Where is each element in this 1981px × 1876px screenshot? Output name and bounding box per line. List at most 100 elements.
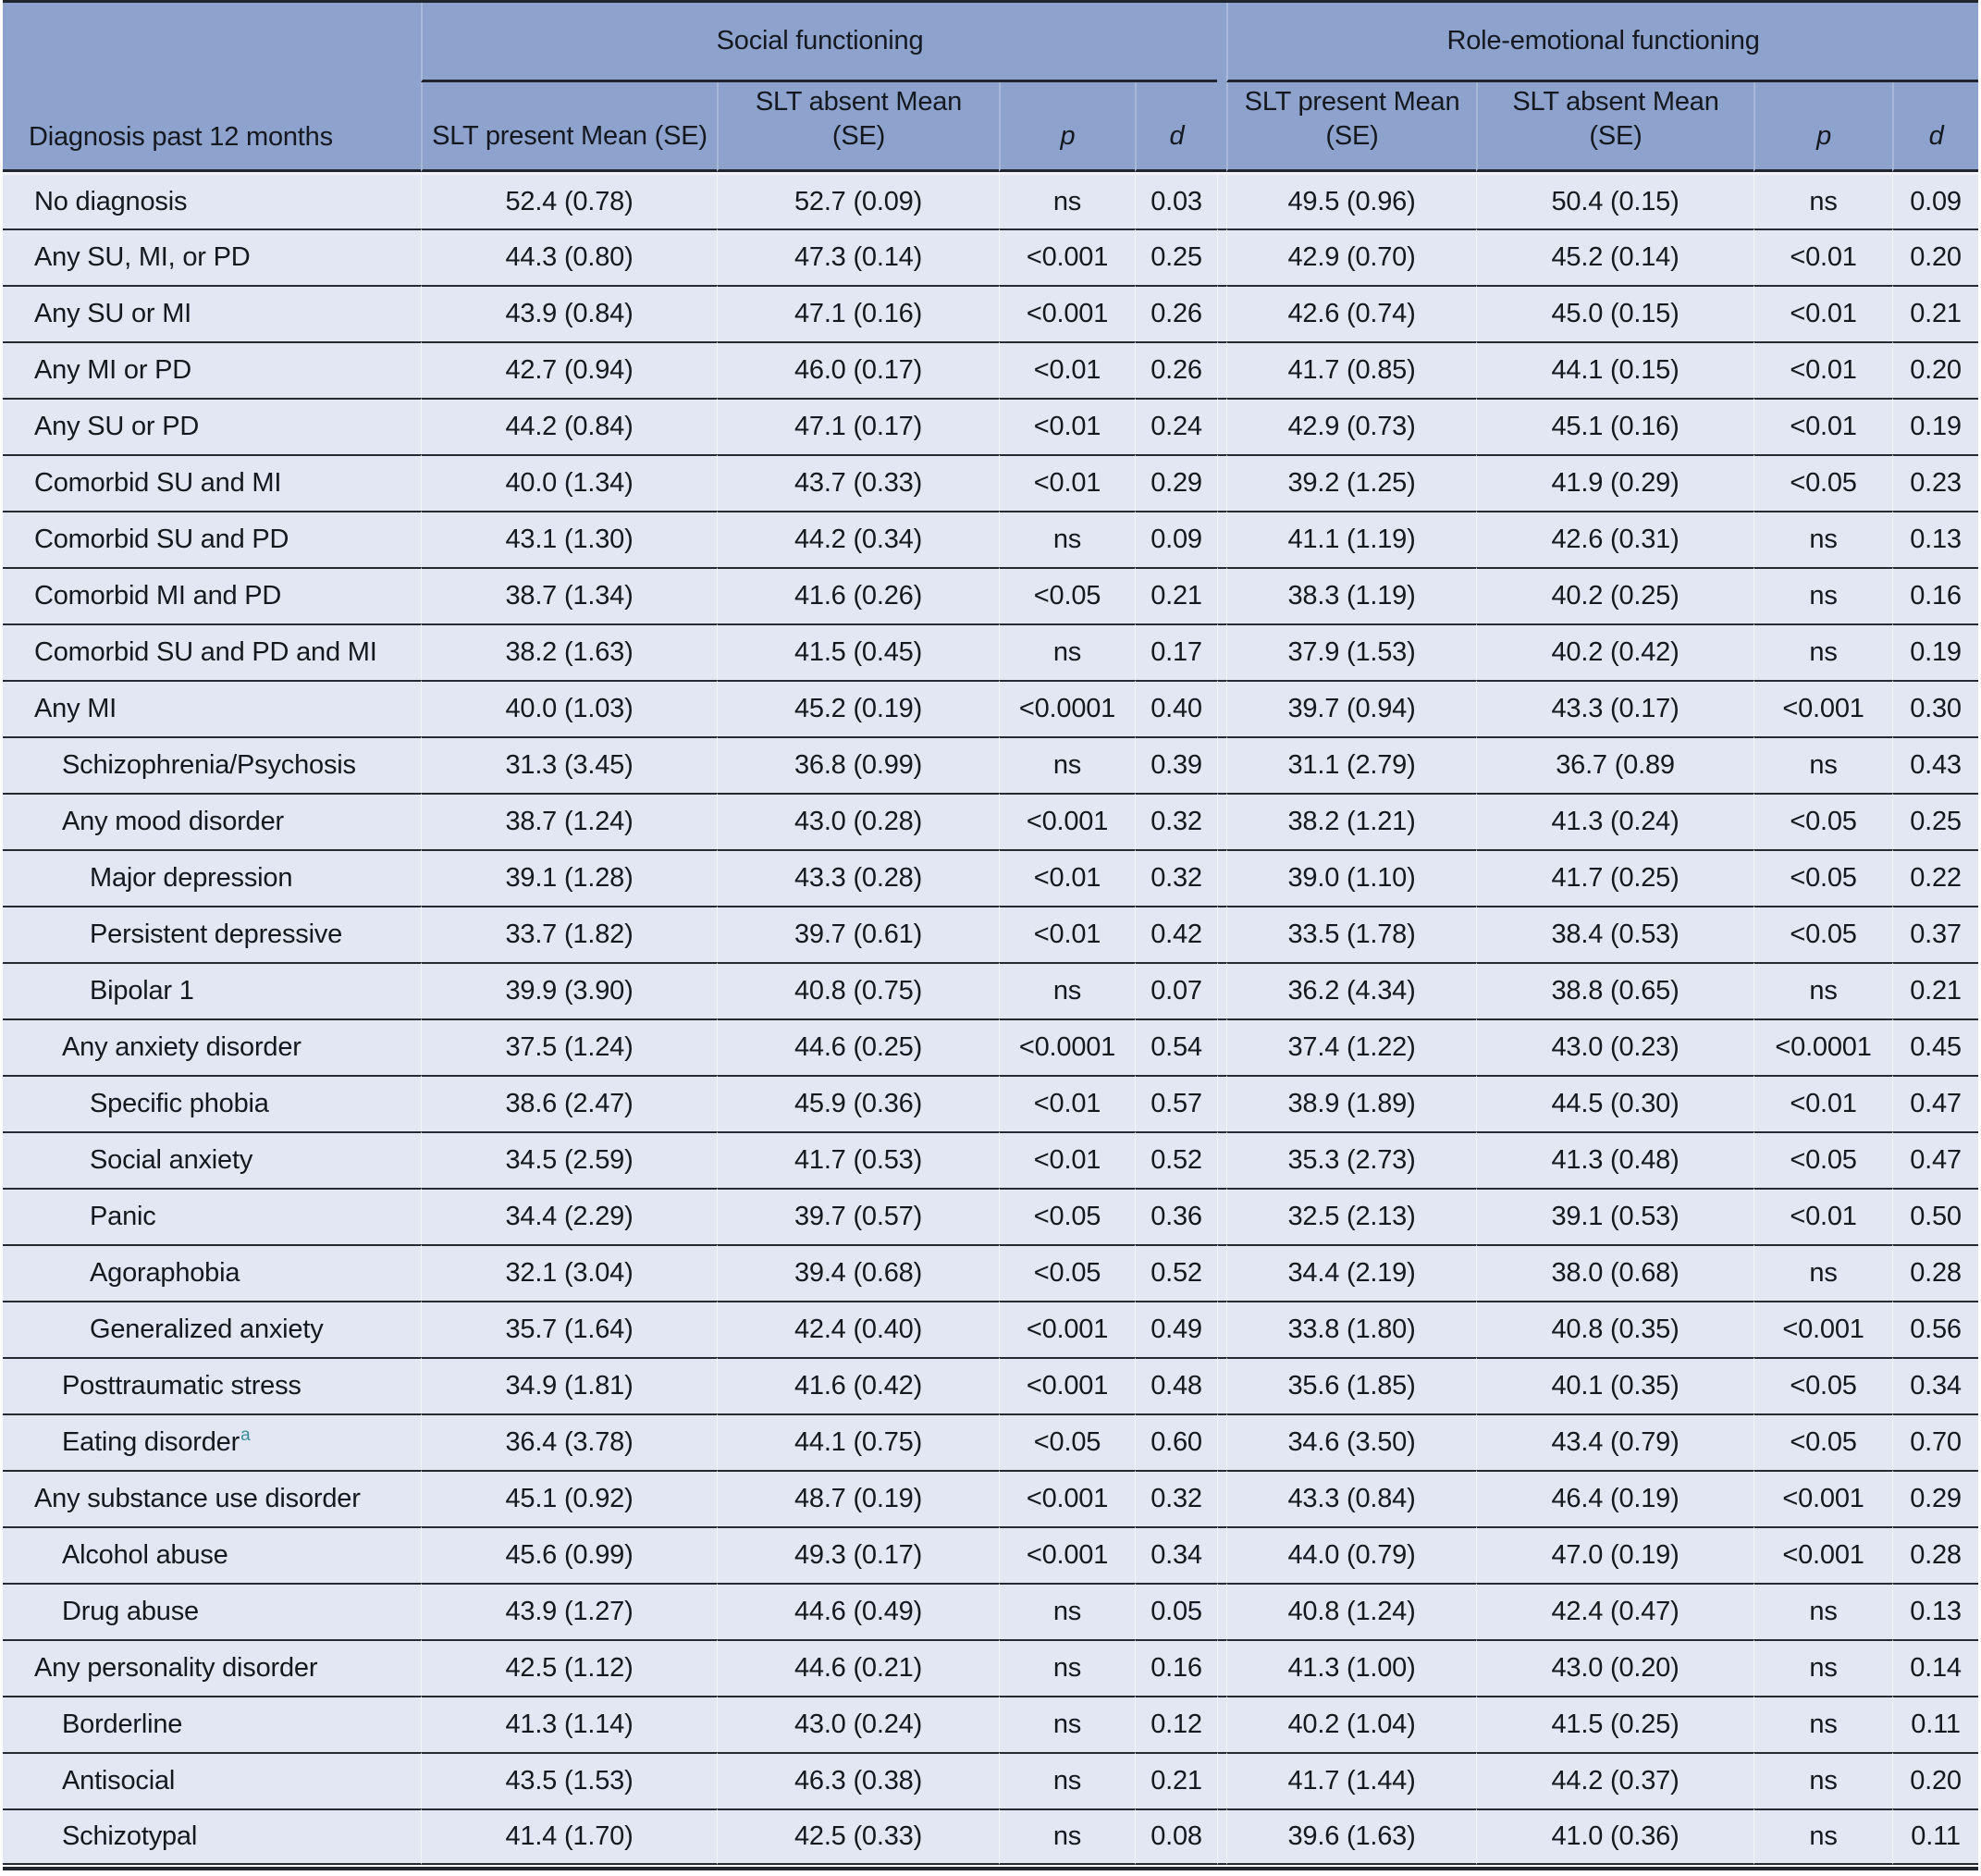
re-slt-present-header: SLT present Mean (SE)	[1226, 82, 1477, 172]
sf-p-cell: <0.0001	[999, 1018, 1135, 1075]
table-body: No diagnosis 52.4 (0.78) 52.7 (0.09) ns …	[3, 172, 1979, 1865]
re-present-mean-cell: 38.2 (1.21)	[1226, 793, 1477, 849]
re-p-cell: <0.01	[1753, 341, 1893, 398]
re-d-cell: 0.28	[1892, 1526, 1979, 1583]
sf-present-mean-cell: 45.6 (0.99)	[421, 1526, 717, 1583]
group-gap-cell	[1217, 1018, 1227, 1075]
sf-absent-mean-cell: 39.4 (0.68)	[717, 1244, 999, 1301]
re-d-cell: 0.70	[1892, 1413, 1979, 1470]
re-present-mean-cell: 42.9 (0.73)	[1226, 398, 1477, 454]
re-present-mean-cell: 36.2 (4.34)	[1226, 962, 1477, 1018]
diagnosis-cell: Any SU, MI, or PD	[3, 228, 421, 285]
group-gap-cell	[1217, 906, 1227, 962]
diagnosis-label: Posttraumatic stress	[62, 1371, 301, 1401]
re-p-cell: <0.001	[1753, 1470, 1893, 1526]
diagnosis-label: Any SU or PD	[34, 412, 200, 441]
sf-present-mean-cell: 36.4 (3.78)	[421, 1413, 717, 1470]
re-d-cell: 0.20	[1892, 341, 1979, 398]
re-absent-mean-cell: 43.4 (0.79)	[1476, 1413, 1754, 1470]
sf-p-cell: <0.01	[999, 341, 1135, 398]
table-row: Any MI or PD 42.7 (0.94) 46.0 (0.17) <0.…	[3, 341, 1979, 398]
table-row: Major depression 39.1 (1.28) 43.3 (0.28)…	[3, 849, 1979, 906]
sf-p-cell: <0.01	[999, 906, 1135, 962]
diagnosis-label: Any SU or MI	[34, 299, 192, 328]
diagnosis-label: No diagnosis	[34, 186, 188, 216]
diagnosis-cell: Panic	[3, 1188, 421, 1244]
sf-slt-absent-header: SLT absent Mean (SE)	[717, 82, 999, 172]
re-p-cell: <0.01	[1753, 1188, 1893, 1244]
sf-p-cell: <0.001	[999, 285, 1135, 341]
diagnosis-cell: Schizotypal	[3, 1808, 421, 1865]
sf-p-cell: <0.001	[999, 1526, 1135, 1583]
sf-absent-mean-cell: 49.3 (0.17)	[717, 1526, 999, 1583]
table-row: Borderline 41.3 (1.14) 43.0 (0.24) ns 0.…	[3, 1696, 1979, 1752]
sf-slt-present-header: SLT present Mean (SE)	[421, 82, 717, 172]
re-present-mean-cell: 41.7 (1.44)	[1226, 1752, 1477, 1808]
sf-present-mean-cell: 41.4 (1.70)	[421, 1808, 717, 1865]
sf-d-cell: 0.40	[1135, 680, 1218, 736]
diagnosis-cell: Bipolar 1	[3, 962, 421, 1018]
sf-d-cell: 0.03	[1135, 172, 1218, 228]
sf-present-mean-cell: 42.5 (1.12)	[421, 1639, 717, 1696]
diagnosis-label: Persistent depressive	[90, 919, 343, 949]
table-row: Alcohol abuse 45.6 (0.99) 49.3 (0.17) <0…	[3, 1526, 1979, 1583]
re-present-mean-cell: 42.9 (0.70)	[1226, 228, 1477, 285]
sf-present-mean-cell: 40.0 (1.34)	[421, 454, 717, 511]
sf-p-cell: ns	[999, 623, 1135, 680]
re-p-cell: ns	[1753, 1583, 1893, 1639]
re-d-cell: 0.11	[1892, 1696, 1979, 1752]
re-d-cell: 0.34	[1892, 1357, 1979, 1413]
re-p-cell: <0.01	[1753, 1075, 1893, 1131]
diagnosis-cell: Drug abuse	[3, 1583, 421, 1639]
group-gap-cell	[1217, 680, 1227, 736]
sf-p-cell: <0.001	[999, 1357, 1135, 1413]
diagnosis-label: Borderline	[62, 1709, 183, 1739]
diagnosis-cell: No diagnosis	[3, 172, 421, 228]
group-gap-cell	[1217, 1188, 1227, 1244]
re-d-cell: 0.11	[1892, 1808, 1979, 1865]
re-d-cell: 0.19	[1892, 398, 1979, 454]
re-p-header: p	[1753, 82, 1893, 172]
diagnosis-cell: Eating disordera	[3, 1413, 421, 1470]
sf-d-header: d	[1135, 82, 1218, 172]
sf-absent-mean-cell: 47.1 (0.16)	[717, 285, 999, 341]
sf-absent-mean-cell: 41.5 (0.45)	[717, 623, 999, 680]
sf-present-mean-cell: 34.5 (2.59)	[421, 1131, 717, 1188]
sf-absent-mean-cell: 42.4 (0.40)	[717, 1301, 999, 1357]
re-p-cell: ns	[1753, 1639, 1893, 1696]
sf-d-cell: 0.12	[1135, 1696, 1218, 1752]
re-absent-mean-cell: 36.7 (0.89	[1476, 736, 1754, 793]
table-row: Posttraumatic stress 34.9 (1.81) 41.6 (0…	[3, 1357, 1979, 1413]
group-gap-cell	[1217, 962, 1227, 1018]
diagnosis-cell: Generalized anxiety	[3, 1301, 421, 1357]
sf-d-cell: 0.42	[1135, 906, 1218, 962]
re-p-cell: <0.05	[1753, 849, 1893, 906]
re-present-mean-cell: 38.3 (1.19)	[1226, 567, 1477, 623]
sf-absent-mean-cell: 44.6 (0.25)	[717, 1018, 999, 1075]
table-row: Eating disordera 36.4 (3.78) 44.1 (0.75)…	[3, 1413, 1979, 1470]
re-absent-mean-cell: 40.8 (0.35)	[1476, 1301, 1754, 1357]
re-d-cell: 0.28	[1892, 1244, 1979, 1301]
re-p-cell: ns	[1753, 511, 1893, 567]
sf-present-mean-cell: 38.6 (2.47)	[421, 1075, 717, 1131]
group-gap-cell	[1217, 1639, 1227, 1696]
re-absent-mean-cell: 42.6 (0.31)	[1476, 511, 1754, 567]
group-header-row: Diagnosis past 12 months Social function…	[3, 3, 1979, 172]
group-gap-cell	[1217, 454, 1227, 511]
sf-p-cell: <0.001	[999, 228, 1135, 285]
re-absent-mean-cell: 44.1 (0.15)	[1476, 341, 1754, 398]
table-row: Any SU or MI 43.9 (0.84) 47.1 (0.16) <0.…	[3, 285, 1979, 341]
re-slt-absent-header: SLT absent Mean (SE)	[1476, 82, 1754, 172]
table-row: Bipolar 1 39.9 (3.90) 40.8 (0.75) ns 0.0…	[3, 962, 1979, 1018]
diagnosis-cell: Schizophrenia/Psychosis	[3, 736, 421, 793]
sf-absent-mean-cell: 47.1 (0.17)	[717, 398, 999, 454]
re-present-mean-cell: 43.3 (0.84)	[1226, 1470, 1477, 1526]
re-absent-mean-cell: 41.7 (0.25)	[1476, 849, 1754, 906]
re-present-mean-cell: 49.5 (0.96)	[1226, 172, 1477, 228]
sf-d-cell: 0.07	[1135, 962, 1218, 1018]
table-row: Schizotypal 41.4 (1.70) 42.5 (0.33) ns 0…	[3, 1808, 1979, 1865]
sf-absent-mean-cell: 43.3 (0.28)	[717, 849, 999, 906]
sf-present-mean-cell: 38.7 (1.24)	[421, 793, 717, 849]
diagnosis-cell: Any mood disorder	[3, 793, 421, 849]
diagnosis-label: Agoraphobia	[90, 1258, 240, 1288]
